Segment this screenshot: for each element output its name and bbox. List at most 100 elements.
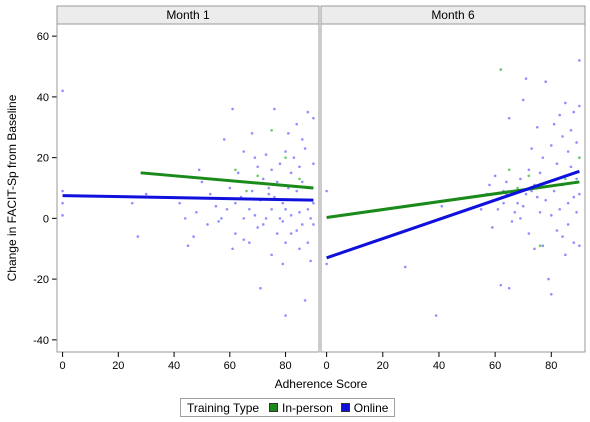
point-online (300, 138, 304, 141)
point-online (564, 101, 567, 105)
point-online (183, 217, 187, 220)
point-online (206, 223, 209, 226)
point-online (303, 299, 307, 302)
point-online (264, 217, 268, 220)
point-online (561, 135, 564, 138)
point-online (566, 150, 570, 153)
point-online (261, 223, 265, 226)
point-in-person (245, 189, 248, 193)
point-online (197, 168, 201, 172)
point-online (281, 201, 285, 205)
point-online (61, 89, 64, 93)
point-online (292, 156, 296, 159)
point-online (505, 180, 508, 184)
fit-line-in-person (326, 180, 580, 219)
fit-line-in-person (140, 171, 314, 190)
y-tick-label: 40 (37, 92, 49, 104)
point-online (261, 177, 265, 181)
point-online (578, 59, 581, 62)
point-online (130, 201, 134, 205)
point-online (519, 217, 522, 220)
point-online (208, 192, 212, 196)
point-online (499, 283, 503, 287)
point-online (220, 217, 223, 220)
legend: Training Type In-person Online (180, 398, 396, 417)
point-online (303, 147, 307, 150)
panel-1-frame (56, 23, 320, 353)
point-online (278, 162, 282, 166)
point-online (513, 210, 517, 214)
point-in-person (527, 174, 531, 178)
x-tick-label: 40 (433, 360, 445, 372)
point-online (278, 217, 282, 220)
point-online (434, 314, 438, 317)
point-online (549, 144, 553, 147)
point-online (516, 201, 519, 205)
point-online (312, 201, 315, 205)
y-axis-label: Change in FACIT-Sp from Baseline (5, 94, 19, 281)
point-online (225, 207, 229, 211)
point-online (549, 214, 553, 217)
point-online (300, 180, 304, 184)
point-online (289, 232, 293, 235)
point-online (566, 201, 570, 205)
point-online (287, 132, 290, 135)
point-online (284, 150, 287, 153)
point-online (558, 207, 562, 211)
y-tick-label: -40 (33, 335, 49, 347)
legend-label-online: Online (353, 400, 389, 415)
point-online (552, 122, 556, 126)
point-online (544, 198, 547, 202)
point-online (248, 207, 251, 211)
point-online (440, 204, 444, 208)
fit-line-online (62, 194, 314, 202)
point-online (222, 138, 226, 141)
point-online (295, 189, 299, 193)
point-online (564, 253, 567, 257)
x-tick-label: 60 (489, 360, 501, 372)
point-online (306, 110, 310, 114)
point-online (61, 201, 64, 205)
legend-item-in-person: In-person (269, 401, 333, 415)
point-online (295, 122, 299, 126)
y-tick-label: -20 (33, 274, 49, 286)
point-online (298, 210, 301, 214)
point-online (289, 214, 293, 217)
point-online (284, 314, 287, 317)
point-online (270, 207, 273, 211)
point-online (572, 241, 576, 244)
point-online (295, 229, 299, 232)
point-online (61, 214, 64, 217)
point-online (325, 262, 328, 266)
point-online (250, 189, 254, 193)
x-tick-label: 0 (60, 360, 66, 372)
point-online (270, 253, 273, 257)
point-online (496, 207, 500, 211)
point-online (242, 217, 246, 220)
legend-swatch-online (340, 403, 350, 412)
point-in-person (564, 177, 567, 181)
point-online (493, 174, 497, 178)
point-online (572, 195, 576, 199)
point-online (524, 77, 528, 80)
point-online (248, 241, 251, 244)
point-online (403, 265, 407, 269)
point-online (541, 244, 545, 248)
point-online (136, 235, 140, 238)
point-online (575, 141, 578, 144)
panel-2-title: Month 6 (431, 8, 475, 22)
point-online (195, 210, 198, 214)
legend-swatch-in-person (269, 403, 279, 412)
point-in-person (234, 168, 237, 172)
point-online (306, 241, 310, 244)
point-in-person (270, 128, 273, 132)
point-online (538, 210, 542, 214)
point-online (275, 180, 279, 184)
point-online (253, 214, 257, 217)
x-axis-label: Adherence Score (275, 377, 368, 391)
point-online (306, 207, 310, 211)
point-online (300, 223, 304, 226)
point-online (312, 223, 315, 226)
point-online (267, 192, 271, 196)
